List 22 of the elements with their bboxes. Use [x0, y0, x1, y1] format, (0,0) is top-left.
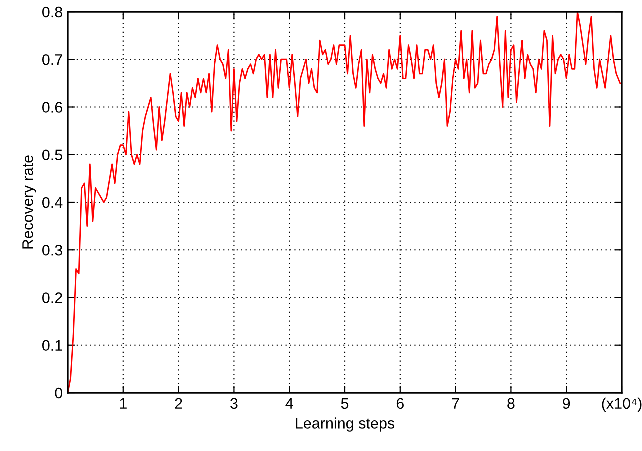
- y-tick-label: 0: [55, 388, 63, 399]
- y-tick-label: 0.7: [42, 54, 62, 66]
- x-tick-label: 1: [120, 398, 127, 409]
- y-tick-label: 0.6: [42, 102, 62, 113]
- y-tick-label: 0.2: [42, 292, 62, 304]
- x-tick-label: 5: [341, 398, 349, 410]
- x-tick-label: 4: [286, 398, 294, 409]
- y-tick-label: 0.4: [42, 197, 63, 208]
- line-series: [68, 12, 622, 393]
- x-tick-label: (x10⁴): [602, 398, 642, 412]
- y-tick-label: 0.5: [42, 150, 62, 161]
- x-tick-label: 6: [396, 398, 404, 410]
- y-tick-label: 0.3: [42, 244, 62, 256]
- y-tick-label: 0.1: [42, 340, 62, 352]
- x-axis-title: Learning steps: [296, 418, 395, 432]
- x-tick-label: 2: [175, 398, 182, 409]
- x-tick-label: 8: [508, 398, 515, 410]
- y-axis-title: Recovery rate: [22, 156, 36, 249]
- x-tick-label: 7: [452, 398, 460, 409]
- y-tick-label: 0.8: [42, 6, 62, 18]
- x-tick-label: 3: [230, 398, 238, 410]
- x-tick-label: 9: [563, 398, 570, 410]
